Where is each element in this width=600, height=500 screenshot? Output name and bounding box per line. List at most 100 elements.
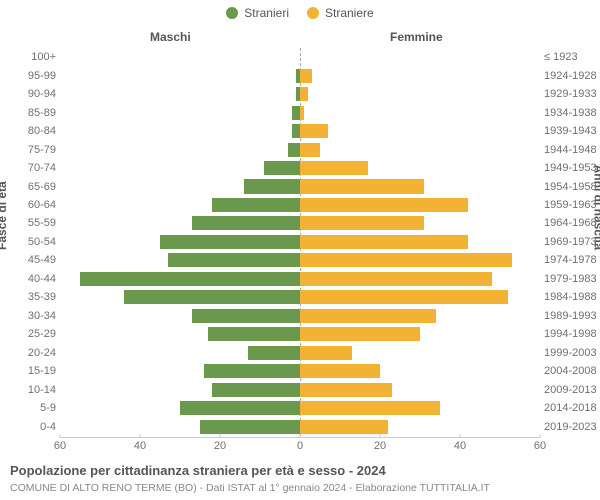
data-row: 55-591964-1968 (60, 214, 540, 232)
legend-item-female: Straniere (307, 6, 374, 20)
swatch-female (307, 7, 319, 19)
age-label: 50-54 (12, 236, 56, 248)
bar-zone (60, 362, 540, 380)
age-label: 40-44 (12, 273, 56, 285)
bar-male (168, 253, 300, 267)
age-label: 70-74 (12, 162, 56, 174)
column-header-male: Maschi (150, 30, 191, 44)
bar-female (300, 198, 468, 212)
bar-zone (60, 325, 540, 343)
data-row: 70-741949-1953 (60, 159, 540, 177)
bar-female (300, 87, 308, 101)
bar-zone (60, 307, 540, 325)
birth-year-label: 1924-1928 (544, 70, 600, 82)
bar-male (248, 346, 300, 360)
swatch-male (226, 7, 238, 19)
bar-male (192, 309, 300, 323)
data-row: 30-341989-1993 (60, 307, 540, 325)
data-row: 25-291994-1998 (60, 325, 540, 343)
bar-zone (60, 214, 540, 232)
bar-zone (60, 85, 540, 103)
legend-item-male: Stranieri (226, 6, 289, 20)
bar-female (300, 309, 436, 323)
birth-year-label: 1989-1993 (544, 310, 600, 322)
age-label: 95-99 (12, 70, 56, 82)
bar-female (300, 383, 392, 397)
bar-female (300, 235, 468, 249)
x-tick-label: 60 (54, 440, 66, 452)
data-row: 90-941929-1933 (60, 85, 540, 103)
bar-zone (60, 233, 540, 251)
data-row: 15-192004-2008 (60, 362, 540, 380)
bar-zone (60, 66, 540, 84)
chart-area: 100+≤ 192395-991924-192890-941929-193385… (60, 48, 540, 436)
column-header-female: Femmine (390, 30, 443, 44)
bar-male (212, 383, 300, 397)
bar-zone (60, 251, 540, 269)
age-label: 100+ (12, 51, 56, 63)
bar-female (300, 346, 352, 360)
legend-label-male: Stranieri (244, 6, 289, 20)
age-label: 0-4 (12, 421, 56, 433)
birth-year-label: 1999-2003 (544, 347, 600, 359)
bar-female (300, 327, 420, 341)
age-label: 60-64 (12, 199, 56, 211)
bar-male (288, 143, 300, 157)
birth-year-label: 2009-2013 (544, 384, 600, 396)
bar-male (192, 216, 300, 230)
data-row: 50-541969-1973 (60, 233, 540, 251)
age-label: 85-89 (12, 107, 56, 119)
bar-female (300, 69, 312, 83)
bar-female (300, 106, 304, 120)
data-row: 65-691954-1958 (60, 177, 540, 195)
birth-year-label: 1949-1953 (544, 162, 600, 174)
bar-male (160, 235, 300, 249)
bar-male (264, 161, 300, 175)
birth-year-label: 1944-1948 (544, 144, 600, 156)
x-tick-label: 0 (297, 440, 303, 452)
age-label: 10-14 (12, 384, 56, 396)
data-row: 45-491974-1978 (60, 251, 540, 269)
bar-zone (60, 380, 540, 398)
bar-female (300, 420, 388, 434)
x-tick-line (300, 434, 301, 438)
bar-zone (60, 48, 540, 66)
birth-year-label: 1954-1958 (544, 181, 600, 193)
bar-female (300, 401, 440, 415)
data-row: 35-391984-1988 (60, 288, 540, 306)
age-label: 20-24 (12, 347, 56, 359)
age-label: 35-39 (12, 291, 56, 303)
birth-year-label: 1994-1998 (544, 328, 600, 340)
data-row: 5-92014-2018 (60, 399, 540, 417)
birth-year-label: 1984-1988 (544, 291, 600, 303)
birth-year-label: 2014-2018 (544, 402, 600, 414)
x-tick-line (60, 434, 61, 438)
bar-female (300, 161, 368, 175)
x-axis: 6040200204060 (60, 437, 540, 452)
bar-zone (60, 122, 540, 140)
birth-year-label: 1964-1968 (544, 217, 600, 229)
birth-year-label: 1934-1938 (544, 107, 600, 119)
birth-year-label: 1969-1973 (544, 236, 600, 248)
x-tick-line (219, 434, 220, 438)
bar-male (292, 124, 300, 138)
bar-zone (60, 288, 540, 306)
bar-zone (60, 196, 540, 214)
x-tick-label: 40 (134, 440, 146, 452)
bar-female (300, 216, 424, 230)
rows-container: 100+≤ 192395-991924-192890-941929-193385… (60, 48, 540, 436)
bar-male (204, 364, 300, 378)
bar-male (292, 106, 300, 120)
x-tick-label: 20 (214, 440, 226, 452)
birth-year-label: ≤ 1923 (544, 51, 600, 63)
age-label: 25-29 (12, 328, 56, 340)
legend: Stranieri Straniere (0, 6, 600, 20)
bar-zone (60, 344, 540, 362)
birth-year-label: 1939-1943 (544, 125, 600, 137)
bar-zone (60, 103, 540, 121)
bar-zone (60, 177, 540, 195)
age-label: 90-94 (12, 88, 56, 100)
data-row: 60-641959-1963 (60, 196, 540, 214)
bar-zone (60, 140, 540, 158)
birth-year-label: 1974-1978 (544, 254, 600, 266)
